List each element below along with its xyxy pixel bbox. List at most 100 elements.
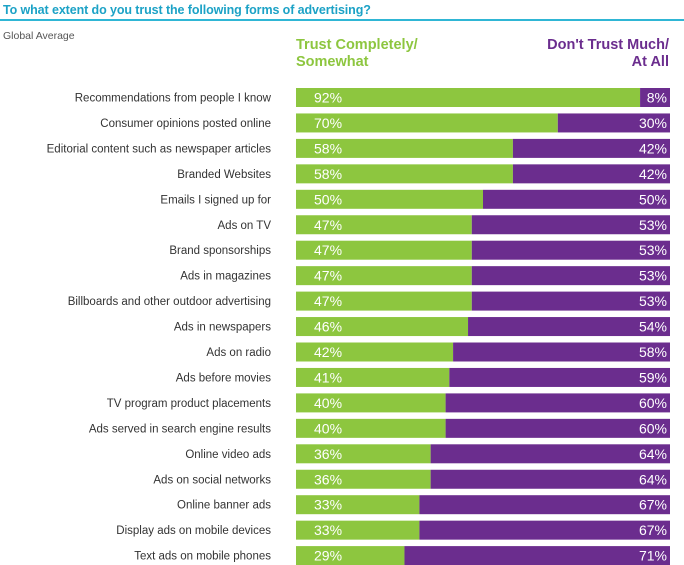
bar-trust [296, 444, 431, 464]
bar-distrust [445, 418, 670, 438]
bar-distrust [419, 520, 670, 540]
category-label: Consumer opinions posted online [100, 118, 271, 130]
distrust-value-label: 42% [639, 140, 667, 156]
legend-distrust: Don't Trust Much/ At All [547, 37, 669, 71]
trust-value-label: 50% [314, 191, 342, 207]
category-label: Emails I signed up for [160, 194, 271, 206]
trust-value-label: 47% [314, 293, 342, 309]
category-label: Text ads on mobile phones [134, 551, 271, 563]
category-label: Ads in magazines [180, 271, 271, 283]
legend-trust-line1: Trust Completely/ [296, 37, 418, 53]
bar-trust [296, 266, 472, 286]
category-label: Ads on social networks [153, 474, 271, 486]
trust-value-label: 46% [314, 319, 342, 335]
trust-value-label: 58% [314, 140, 342, 156]
bar-trust [296, 520, 420, 540]
bar-distrust [419, 495, 670, 515]
bar-distrust [445, 393, 670, 413]
bar-distrust [471, 215, 670, 235]
distrust-value-label: 54% [639, 319, 667, 335]
trust-value-label: 33% [314, 522, 342, 538]
distrust-value-label: 58% [639, 344, 667, 360]
distrust-value-label: 67% [639, 522, 667, 538]
bar-distrust [512, 164, 670, 184]
bar-distrust [430, 444, 670, 464]
bar-trust [296, 189, 483, 209]
bar-trust [296, 495, 420, 515]
bar-distrust [483, 189, 670, 209]
category-label: TV program product placements [107, 398, 272, 410]
legend-distrust-line2: At All [631, 54, 669, 70]
distrust-value-label: 53% [639, 268, 667, 284]
bar-trust [296, 88, 641, 107]
category-label: Branded Websites [177, 169, 271, 181]
bar-trust [296, 418, 446, 438]
trust-value-label: 70% [314, 115, 342, 131]
distrust-value-label: 53% [639, 217, 667, 233]
trust-value-label: 41% [314, 369, 342, 385]
bar-trust [296, 240, 472, 260]
trust-value-label: 40% [314, 420, 342, 436]
bar-trust [296, 469, 431, 489]
distrust-value-label: 64% [639, 471, 667, 487]
category-label: Ads before movies [176, 372, 271, 384]
distrust-value-label: 60% [639, 420, 667, 436]
bar-trust [296, 291, 472, 311]
bar-distrust [640, 88, 670, 107]
distrust-value-label: 53% [639, 242, 667, 258]
bar-distrust [430, 469, 670, 489]
category-label: Online banner ads [177, 500, 271, 512]
chart-header: To what extent do you trust the followin… [0, 0, 684, 21]
legend-trust: Trust Completely/ Somewhat [296, 37, 418, 71]
category-label: Display ads on mobile devices [116, 525, 271, 537]
bar-trust [296, 164, 513, 184]
distrust-value-label: 50% [639, 191, 667, 207]
trust-value-label: 36% [314, 471, 342, 487]
bar-distrust [557, 113, 670, 133]
distrust-value-label: 53% [639, 293, 667, 309]
bar-trust [296, 342, 454, 362]
chart-subtitle: Global Average [3, 30, 75, 42]
bar-distrust [471, 266, 670, 286]
bar-trust [296, 546, 405, 565]
bar-distrust [512, 138, 670, 158]
bar-distrust [449, 367, 670, 387]
legend-distrust-line1: Don't Trust Much/ [547, 37, 669, 53]
category-label: Recommendations from people I know [75, 93, 272, 105]
trust-value-label: 40% [314, 395, 342, 411]
trust-value-label: 42% [314, 344, 342, 360]
trust-value-label: 47% [314, 217, 342, 233]
bar-trust [296, 215, 472, 235]
trust-value-label: 47% [314, 268, 342, 284]
bar-trust [296, 317, 469, 337]
bar-distrust [468, 317, 670, 337]
distrust-value-label: 60% [639, 395, 667, 411]
category-label: Ads on radio [206, 347, 271, 359]
distrust-value-label: 8% [647, 90, 667, 106]
category-label: Billboards and other outdoor advertising [68, 296, 271, 308]
distrust-value-label: 42% [639, 166, 667, 182]
bar-distrust [453, 342, 670, 362]
chart-title: To what extent do you trust the followin… [3, 3, 371, 17]
category-label: Ads on TV [218, 220, 272, 232]
bar-trust [296, 138, 513, 158]
category-label: Ads in newspapers [174, 322, 271, 334]
trust-value-label: 47% [314, 242, 342, 258]
trust-value-label: 58% [314, 166, 342, 182]
bar-trust [296, 113, 558, 133]
distrust-value-label: 30% [639, 115, 667, 131]
bar-distrust [404, 546, 670, 565]
bar-trust [296, 393, 446, 413]
legend-trust-line2: Somewhat [296, 54, 369, 70]
distrust-value-label: 64% [639, 446, 667, 462]
category-label: Brand sponsorships [169, 245, 271, 257]
category-label: Ads served in search engine results [89, 423, 271, 435]
bar-distrust [471, 291, 670, 311]
trust-value-label: 92% [314, 90, 342, 106]
bar-trust [296, 367, 450, 387]
distrust-value-label: 71% [639, 548, 667, 564]
distrust-value-label: 59% [639, 369, 667, 385]
category-label: Online video ads [185, 449, 271, 461]
distrust-value-label: 67% [639, 497, 667, 513]
category-label: Editorial content such as newspaper arti… [47, 143, 272, 155]
